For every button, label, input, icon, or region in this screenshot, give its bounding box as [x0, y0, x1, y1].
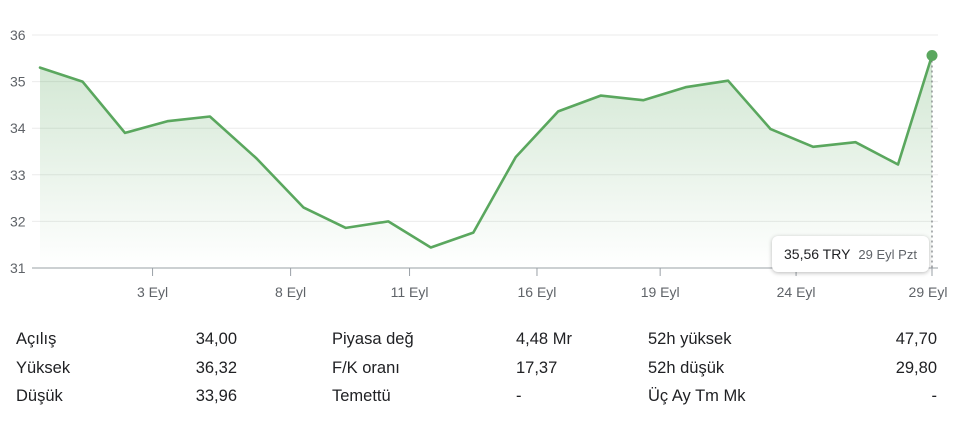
current-price-dot: [926, 50, 938, 62]
x-tick-label: 16 Eyl: [518, 284, 557, 300]
stat-label-dividend: Temettü: [332, 387, 391, 405]
stat-label-open: Açılış: [16, 330, 57, 348]
price-point: [599, 94, 603, 98]
stat-label-qtr-div-amount: Üç Ay Tm Mk: [648, 387, 746, 405]
price-tooltip: 35,56 TRY 29 Eyl Pzt: [772, 236, 929, 272]
price-area: [40, 55, 932, 268]
price-point: [684, 85, 688, 89]
stat-label-pe-ratio: F/K oranı: [332, 358, 400, 377]
price-point: [429, 245, 433, 249]
stat-value-qtr-div-amount: -: [931, 387, 938, 405]
price-point: [344, 226, 348, 230]
stats-row: Açılış 34,00 Piyasa değ 4,48 Mr 52h yüks…: [0, 326, 960, 355]
price-point: [556, 109, 560, 113]
price-point: [471, 231, 475, 235]
stat-value-low: 33,96: [195, 387, 237, 405]
stat-value-market-cap: 4,48 Mr: [516, 330, 572, 348]
stat-value-52w-high: 47,70: [895, 330, 937, 348]
stat-label-low: Düşük: [16, 387, 63, 405]
x-tick-label: 8 Eyl: [275, 284, 306, 300]
stat-value-open: 34,00: [195, 330, 237, 348]
stats-row: Yüksek 36,32 F/K oranı 17,37 52h düşük 2…: [0, 355, 960, 384]
stat-label-market-cap: Piyasa değ: [332, 330, 414, 348]
price-point: [854, 140, 858, 144]
x-tick-label: 3 Eyl: [137, 284, 168, 300]
stat-value-pe-ratio: 17,37: [516, 358, 558, 377]
price-point: [165, 119, 169, 123]
y-tick-label: 34: [10, 120, 26, 136]
price-point: [641, 98, 645, 102]
price-point: [811, 145, 815, 149]
x-tick-label: 29 Eyl: [909, 284, 948, 300]
stats-table: Açılış 34,00 Piyasa değ 4,48 Mr 52h yüks…: [0, 326, 960, 412]
price-point: [301, 205, 305, 209]
stat-label-52w-high: 52h yüksek: [648, 330, 732, 348]
stat-value-high: 36,32: [195, 358, 237, 377]
x-axis-ticks: 3 Eyl 8 Eyl 11 Eyl 16 Eyl 19 Eyl 24 Eyl 29 Eyl: [137, 268, 947, 300]
price-point: [123, 131, 127, 135]
y-tick-label: 31: [10, 260, 26, 276]
x-tick-label: 19 Eyl: [641, 284, 680, 300]
price-point: [769, 127, 773, 131]
x-tick-label: 11 Eyl: [391, 284, 429, 300]
stat-label-high: Yüksek: [16, 358, 71, 377]
x-tick-label: 24 Eyl: [777, 284, 816, 300]
tooltip-date: 29 Eyl Pzt: [858, 246, 917, 262]
stat-label-52w-low: 52h düşük: [648, 358, 725, 377]
price-line: [38, 54, 934, 249]
price-point: [38, 66, 42, 70]
stats-row: Düşük 33,96 Temettü - Üç Ay Tm Mk -: [0, 383, 960, 412]
y-tick-label: 32: [10, 213, 26, 229]
y-tick-label: 35: [10, 74, 26, 90]
stat-value-52w-low: 29,80: [895, 358, 937, 377]
price-points: [38, 50, 938, 249]
price-point: [514, 155, 518, 159]
price-point: [255, 156, 259, 160]
y-tick-label: 33: [10, 167, 26, 183]
price-point: [896, 163, 900, 167]
tooltip-price: 35,56 TRY: [784, 246, 851, 262]
y-axis-labels: 31 32 33 34 35 36: [10, 27, 26, 276]
price-chart[interactable]: 31 32 33 34 35 36 3 Eyl 8 Eyl 11 Eyl 16 Eyl 19 Ey…: [0, 0, 960, 310]
price-point: [208, 115, 212, 119]
y-tick-label: 36: [10, 27, 26, 43]
stat-value-dividend: -: [516, 387, 522, 405]
price-point: [386, 219, 390, 223]
price-point: [726, 79, 730, 83]
price-point: [80, 80, 84, 84]
